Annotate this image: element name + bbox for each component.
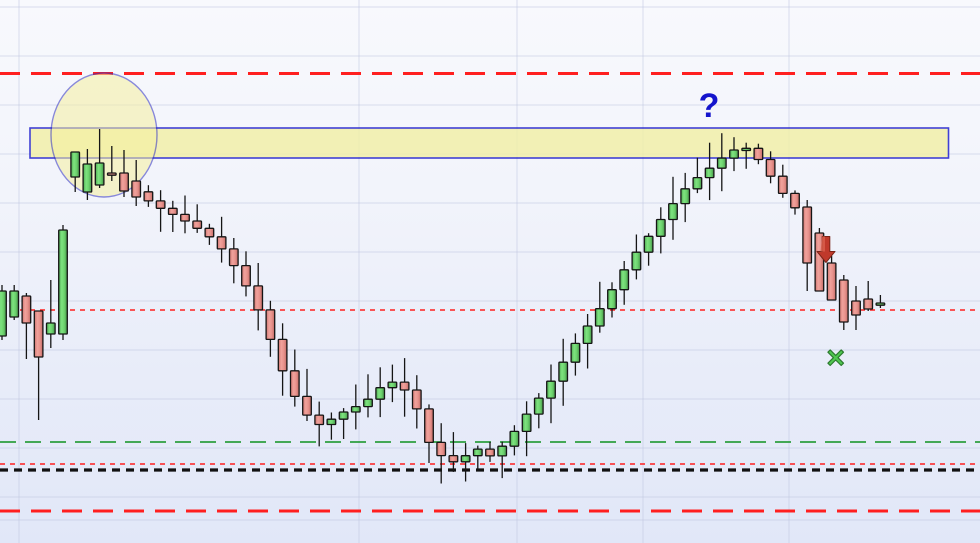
svg-text:?: ?: [699, 87, 720, 125]
